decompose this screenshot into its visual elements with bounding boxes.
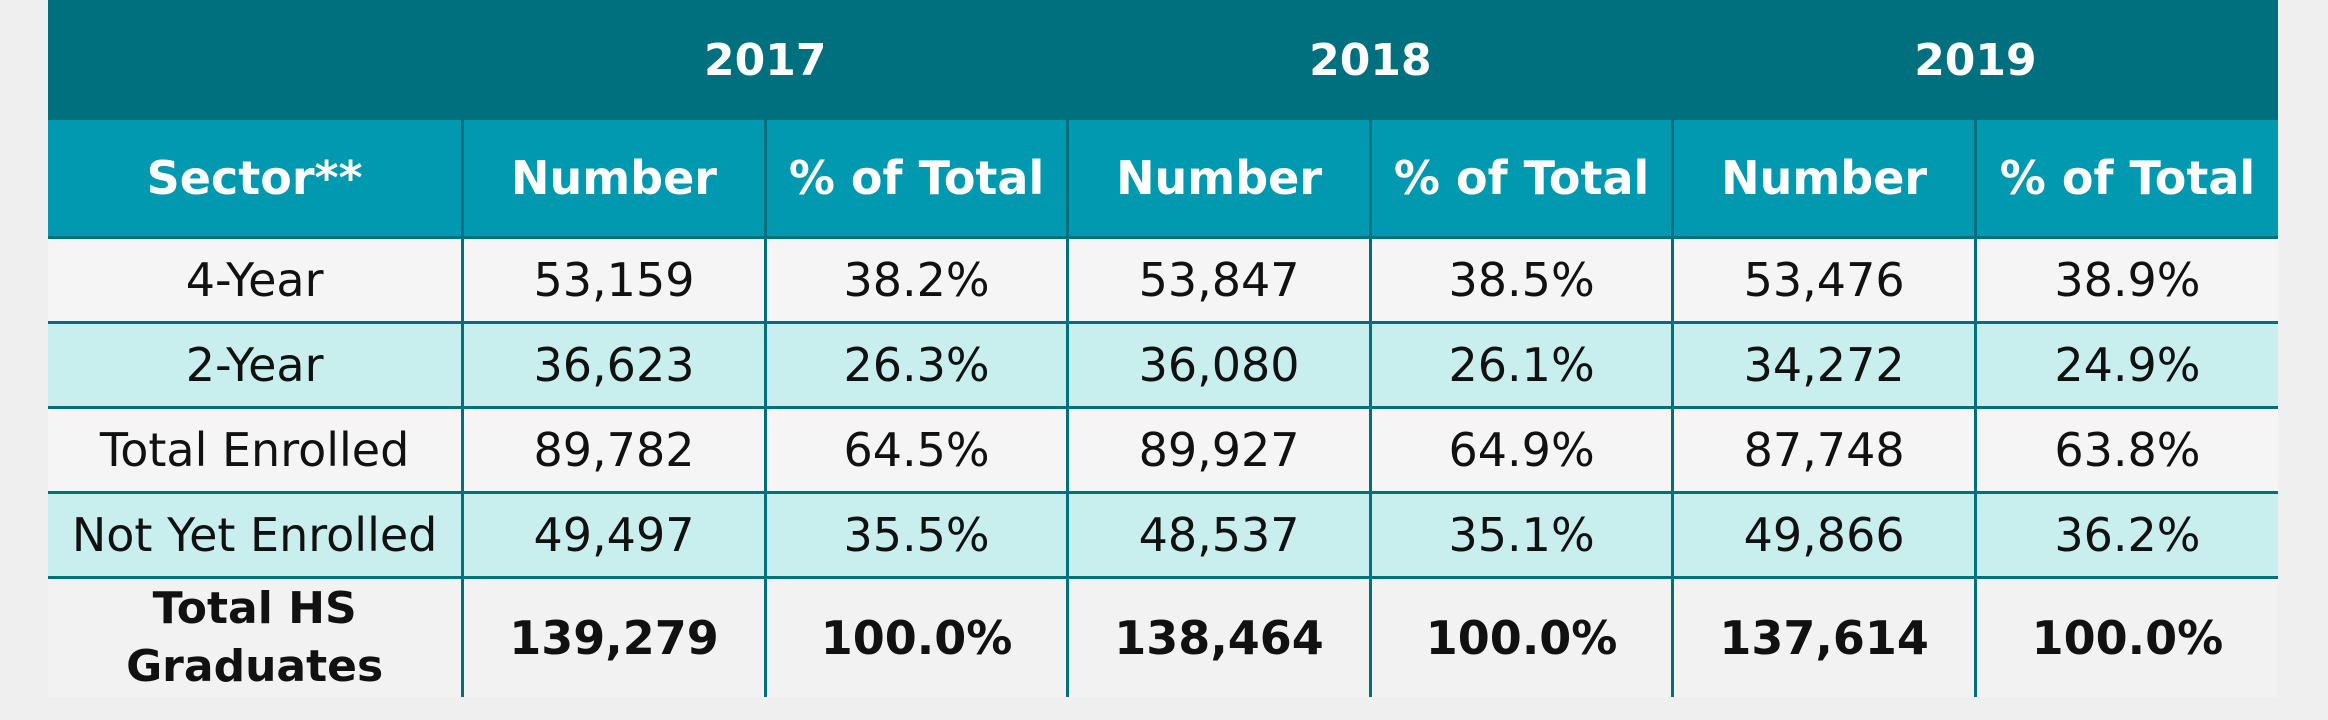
column-header-row: Sector** Number % of Total Number % of T… — [48, 120, 2278, 239]
total-label-line2: Graduates — [126, 641, 384, 692]
year-header-blank — [48, 0, 463, 120]
table-cell: 64.9% — [1368, 407, 1673, 494]
table-cell: 63.8% — [1973, 407, 2278, 494]
table-cell: 89,927 — [1066, 407, 1371, 494]
pct-column-header: % of Total — [1973, 120, 2278, 239]
table-cell: 38.2% — [763, 237, 1068, 324]
table-cell: 48,537 — [1066, 492, 1371, 579]
table-cell: 53,847 — [1066, 237, 1371, 324]
total-cell: 100.0% — [1368, 577, 1673, 697]
total-cell: 100.0% — [1973, 577, 2278, 697]
table-cell: 49,497 — [461, 492, 766, 579]
table-cell: 64.5% — [763, 407, 1068, 494]
table-cell: 26.3% — [763, 322, 1068, 409]
table-row: Total Enrolled 89,782 64.5% 89,927 64.9%… — [48, 407, 2278, 494]
row-label: 2-Year — [48, 322, 463, 409]
table-cell: 89,782 — [461, 407, 766, 494]
sector-column-header: Sector** — [48, 120, 463, 239]
table-cell: 36,623 — [461, 322, 766, 409]
total-row: Total HS Graduates 139,279 100.0% 138,46… — [48, 577, 2278, 697]
number-column-header: Number — [461, 120, 766, 239]
table-cell: 26.1% — [1368, 322, 1673, 409]
total-row-label: Total HS Graduates — [48, 577, 463, 697]
enrollment-table: 2017 2018 2019 Sector** Number % of Tota… — [48, 0, 2278, 697]
table-cell: 38.5% — [1368, 237, 1673, 324]
total-cell: 137,614 — [1671, 577, 1976, 697]
total-label-line1: Total HS — [152, 583, 357, 634]
table-cell: 24.9% — [1973, 322, 2278, 409]
year-header-row: 2017 2018 2019 — [48, 0, 2278, 120]
table-cell: 34,272 — [1671, 322, 1976, 409]
table-cell: 36,080 — [1066, 322, 1371, 409]
table-cell: 35.5% — [763, 492, 1068, 579]
year-header-2018: 2018 — [1067, 0, 1673, 120]
table-row: 4-Year 53,159 38.2% 53,847 38.5% 53,476 … — [48, 237, 2278, 324]
total-cell: 100.0% — [763, 577, 1068, 697]
row-label: 4-Year — [48, 237, 463, 324]
pct-column-header: % of Total — [1368, 120, 1673, 239]
table-cell: 49,866 — [1671, 492, 1976, 579]
table-cell: 35.1% — [1368, 492, 1673, 579]
enrollment-table-container: 2017 2018 2019 Sector** Number % of Tota… — [48, 0, 2278, 697]
table-cell: 53,476 — [1671, 237, 1976, 324]
table-cell: 38.9% — [1973, 237, 2278, 324]
row-label: Total Enrolled — [48, 407, 463, 494]
year-header-2017: 2017 — [462, 0, 1068, 120]
table-cell: 36.2% — [1973, 492, 2278, 579]
table-cell: 53,159 — [461, 237, 766, 324]
number-column-header: Number — [1671, 120, 1976, 239]
number-column-header: Number — [1066, 120, 1371, 239]
total-cell: 139,279 — [461, 577, 766, 697]
year-header-2019: 2019 — [1672, 0, 2278, 120]
table-cell: 87,748 — [1671, 407, 1976, 494]
total-cell: 138,464 — [1066, 577, 1371, 697]
table-row: Not Yet Enrolled 49,497 35.5% 48,537 35.… — [48, 492, 2278, 579]
row-label: Not Yet Enrolled — [48, 492, 463, 579]
table-row: 2-Year 36,623 26.3% 36,080 26.1% 34,272 … — [48, 322, 2278, 409]
pct-column-header: % of Total — [763, 120, 1068, 239]
